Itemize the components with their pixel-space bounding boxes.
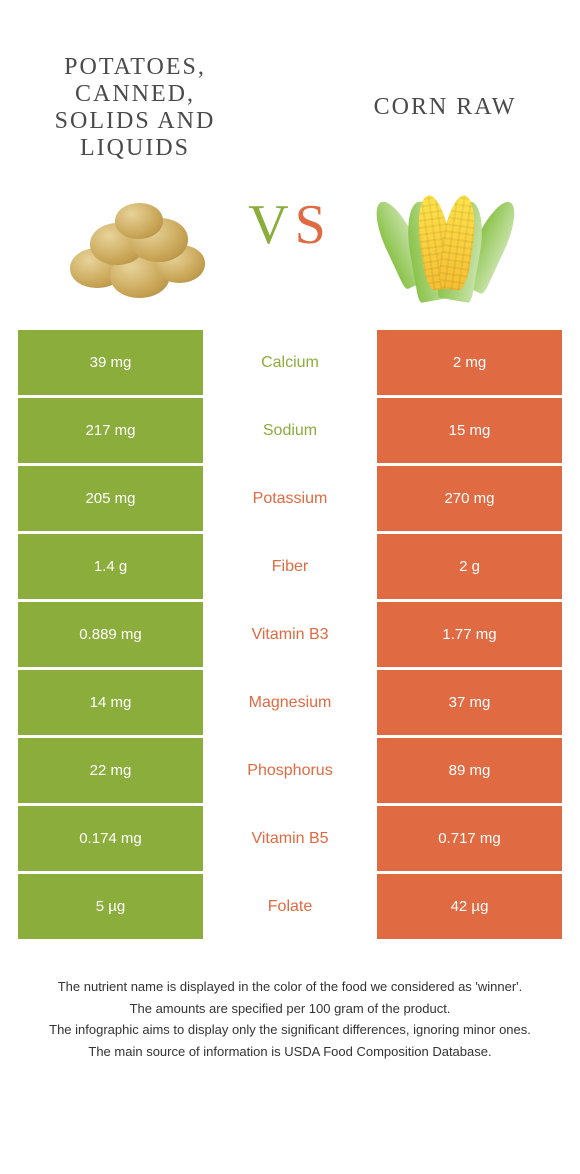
right-value: 270 mg	[377, 466, 562, 531]
left-value: 5 µg	[18, 874, 203, 939]
vs-label: VS	[248, 193, 332, 257]
nutrient-label: Fiber	[203, 534, 377, 599]
table-row: 1.4 g Fiber 2 g	[18, 534, 562, 599]
nutrient-label: Vitamin B5	[203, 806, 377, 871]
right-value: 2 g	[377, 534, 562, 599]
left-value: 217 mg	[18, 398, 203, 463]
footer-line: The nutrient name is displayed in the co…	[30, 977, 550, 997]
nutrient-label: Sodium	[203, 398, 377, 463]
table-row: 217 mg Sodium 15 mg	[18, 398, 562, 463]
nutrient-label: Potassium	[203, 466, 377, 531]
footer-line: The infographic aims to display only the…	[30, 1020, 550, 1040]
left-food-column: POTATOES, CANNED, SOLIDS AND LIQUIDS	[30, 43, 240, 308]
table-row: 39 mg Calcium 2 mg	[18, 330, 562, 395]
footer-line: The main source of information is USDA F…	[30, 1042, 550, 1062]
right-value: 1.77 mg	[377, 602, 562, 667]
nutrient-label: Magnesium	[203, 670, 377, 735]
right-value: 89 mg	[377, 738, 562, 803]
right-value: 0.717 mg	[377, 806, 562, 871]
nutrient-label: Vitamin B3	[203, 602, 377, 667]
potatoes-image	[55, 198, 215, 308]
vs-letter-v: V	[248, 194, 294, 256]
left-value: 0.174 mg	[18, 806, 203, 871]
right-food-title: CORN RAW	[374, 43, 517, 173]
table-row: 14 mg Magnesium 37 mg	[18, 670, 562, 735]
left-value: 22 mg	[18, 738, 203, 803]
right-value: 2 mg	[377, 330, 562, 395]
corn-image	[365, 198, 525, 308]
left-value: 39 mg	[18, 330, 203, 395]
right-value: 15 mg	[377, 398, 562, 463]
footer-notes: The nutrient name is displayed in the co…	[0, 942, 580, 1061]
table-row: 205 mg Potassium 270 mg	[18, 466, 562, 531]
comparison-header: POTATOES, CANNED, SOLIDS AND LIQUIDS VS …	[0, 0, 580, 330]
footer-line: The amounts are specified per 100 gram o…	[30, 999, 550, 1019]
left-value: 14 mg	[18, 670, 203, 735]
left-value: 205 mg	[18, 466, 203, 531]
table-row: 22 mg Phosphorus 89 mg	[18, 738, 562, 803]
nutrition-table: 39 mg Calcium 2 mg 217 mg Sodium 15 mg 2…	[0, 330, 580, 939]
right-value: 42 µg	[377, 874, 562, 939]
nutrient-label: Folate	[203, 874, 377, 939]
nutrient-label: Calcium	[203, 330, 377, 395]
nutrient-label: Phosphorus	[203, 738, 377, 803]
left-value: 0.889 mg	[18, 602, 203, 667]
table-row: 0.889 mg Vitamin B3 1.77 mg	[18, 602, 562, 667]
left-value: 1.4 g	[18, 534, 203, 599]
right-value: 37 mg	[377, 670, 562, 735]
right-food-column: CORN RAW	[340, 43, 550, 308]
vs-letter-s: S	[295, 194, 332, 256]
table-row: 0.174 mg Vitamin B5 0.717 mg	[18, 806, 562, 871]
left-food-title: POTATOES, CANNED, SOLIDS AND LIQUIDS	[30, 43, 240, 173]
table-row: 5 µg Folate 42 µg	[18, 874, 562, 939]
